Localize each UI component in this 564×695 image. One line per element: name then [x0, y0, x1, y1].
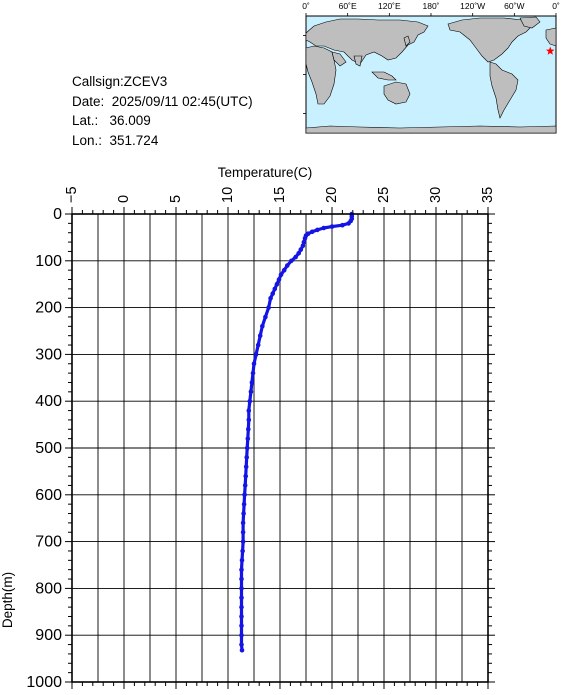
data-point — [241, 530, 246, 535]
y-tick-label: 800 — [35, 580, 62, 597]
data-point — [266, 305, 271, 310]
y-axis-label: Depth(m) — [0, 572, 15, 628]
data-point — [241, 511, 246, 516]
data-point — [321, 226, 326, 231]
data-point — [289, 259, 294, 264]
x-tick-label: 10 — [220, 187, 236, 203]
map-lon-label: 120˚W — [460, 1, 485, 11]
station-info: Callsign:ZCEV3 Date: 2025/09/11 02:45(UT… — [72, 72, 253, 150]
map-lon-label: 60˚W — [504, 1, 524, 11]
chart-series — [239, 212, 354, 653]
data-point — [239, 614, 244, 619]
map-lon-label: 120˚E — [378, 1, 401, 11]
data-point — [246, 436, 251, 441]
latitude-text: Lat.: 36.009 — [72, 111, 253, 131]
data-point — [256, 343, 261, 348]
data-point — [240, 648, 245, 653]
y-tick-label: 900 — [35, 627, 62, 644]
data-point — [268, 296, 273, 301]
data-point — [285, 263, 290, 268]
data-point — [275, 282, 280, 287]
data-point — [296, 251, 301, 256]
data-point — [248, 399, 253, 404]
data-point — [251, 371, 256, 376]
x-tick-label: 15 — [272, 187, 288, 203]
data-point — [310, 230, 315, 235]
data-point — [346, 221, 351, 226]
y-tick-label: 100 — [35, 253, 62, 270]
y-tick-label: 300 — [35, 346, 62, 363]
temperature-line — [242, 214, 352, 650]
land-antarctica — [306, 126, 556, 133]
data-point — [240, 558, 245, 563]
data-point — [263, 315, 268, 320]
y-tick-label: 400 — [35, 393, 62, 410]
date-text: Date: 2025/09/11 02:45(UTC) — [72, 92, 253, 112]
data-point — [330, 224, 335, 229]
data-point — [239, 577, 244, 582]
y-tick-label: 0 — [53, 206, 62, 223]
data-point — [239, 624, 244, 629]
chart-grid — [72, 214, 488, 682]
data-point — [239, 642, 244, 647]
data-point — [258, 333, 263, 338]
data-point — [245, 446, 250, 451]
data-point — [260, 324, 265, 329]
y-tick-label: 1000 — [26, 674, 62, 690]
data-point — [250, 380, 255, 385]
map-lon-label: 0˚ — [302, 1, 310, 11]
data-point — [315, 228, 320, 233]
y-tick-label: 500 — [35, 440, 62, 457]
x-tick-label: 0 — [116, 195, 132, 203]
longitude-text: Lon.: 351.724 — [72, 131, 253, 151]
x-axis-label: Temperature(C) — [218, 165, 313, 180]
map-lon-label: 60˚E — [339, 1, 357, 11]
x-tick-label: 30 — [428, 187, 444, 203]
data-point — [282, 268, 287, 273]
data-point — [241, 521, 246, 526]
data-point — [270, 291, 275, 296]
data-point — [239, 567, 244, 572]
data-point — [243, 474, 248, 479]
data-point — [242, 493, 247, 498]
map-lon-label: 0˚ — [552, 1, 560, 11]
data-point — [254, 352, 259, 357]
data-point — [242, 502, 247, 507]
data-point — [246, 427, 251, 432]
data-point — [277, 277, 282, 282]
callsign-text: Callsign:ZCEV3 — [72, 72, 253, 92]
x-tick-label: 25 — [376, 187, 392, 203]
data-point — [243, 483, 248, 488]
data-point — [247, 418, 252, 423]
data-point — [293, 255, 298, 260]
x-tick-label: 35 — [480, 187, 496, 203]
data-point — [252, 362, 257, 367]
data-point — [240, 549, 245, 554]
data-point — [247, 408, 252, 413]
y-tick-label: 200 — [35, 300, 62, 317]
data-point — [273, 287, 278, 292]
x-tick-label: 20 — [324, 187, 340, 203]
data-point — [239, 596, 244, 601]
y-tick-label: 600 — [35, 487, 62, 504]
data-point — [239, 586, 244, 591]
data-point — [239, 605, 244, 610]
data-point — [340, 223, 345, 228]
map-lon-label: 180˚ — [422, 1, 439, 11]
data-point — [244, 464, 249, 469]
data-point — [279, 273, 284, 278]
y-tick-label: 700 — [35, 534, 62, 551]
x-tick-label: 5 — [168, 195, 184, 203]
data-point — [249, 390, 254, 395]
data-point — [241, 539, 246, 544]
x-tick-label: −5 — [64, 186, 80, 203]
data-point — [239, 633, 244, 638]
data-point — [244, 455, 249, 460]
